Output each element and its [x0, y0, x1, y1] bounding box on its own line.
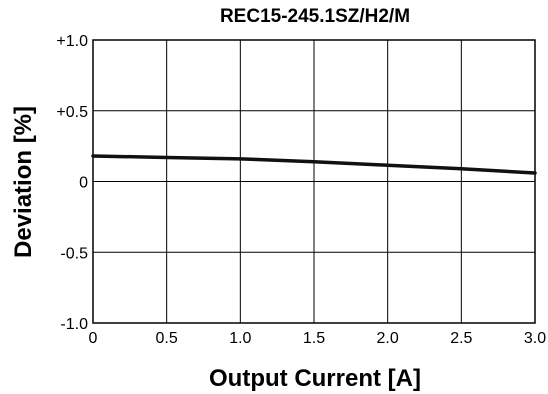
x-tick-label: 0.5 [156, 330, 178, 347]
chart-title: REC15-245.1SZ/H2/M [220, 6, 410, 27]
y-tick-label: 0 [79, 175, 88, 192]
plot-area [92, 39, 536, 324]
y-tick-label: +0.5 [56, 104, 88, 121]
x-tick-label: 0 [89, 330, 98, 347]
x-axis-label: Output Current [A] [209, 365, 421, 392]
x-tick-label: 2.0 [377, 330, 399, 347]
x-tick-label: 3.0 [524, 330, 546, 347]
chart-series-group [91, 154, 537, 175]
y-axis-label: Deviation [%] [10, 106, 37, 258]
y-tick-label: +1.0 [56, 33, 88, 50]
x-tick-label: 1.5 [303, 330, 325, 347]
chart-grid [92, 39, 536, 324]
y-tick-label: -1.0 [60, 316, 88, 333]
deviation-series-line [91, 154, 537, 175]
y-axis-ticks: +1.0 +0.5 0 -0.5 -1.0 [56, 33, 88, 333]
x-axis-ticks: 0 0.5 1.0 1.5 2.0 2.5 3.0 [89, 330, 547, 347]
x-tick-label: 2.5 [450, 330, 472, 347]
x-tick-label: 1.0 [229, 330, 251, 347]
y-tick-label: -0.5 [60, 245, 88, 262]
